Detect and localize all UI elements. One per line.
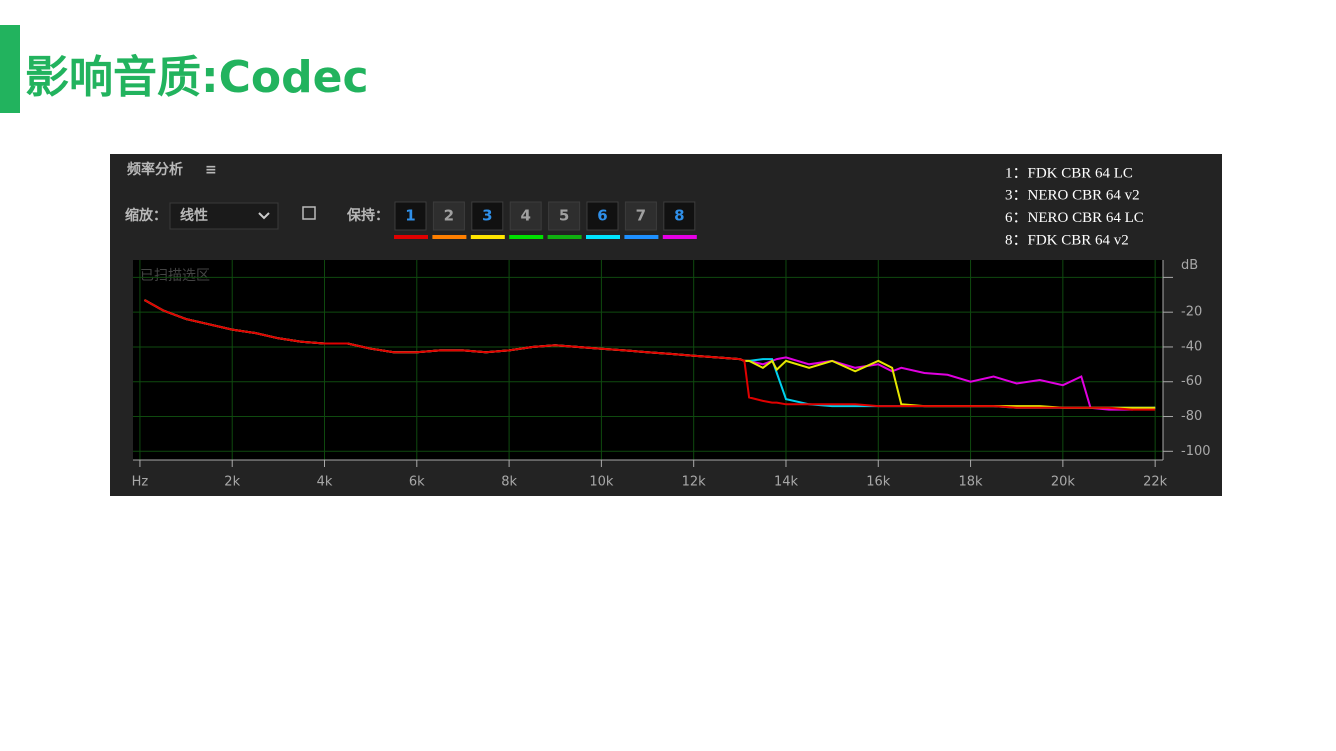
zoom-dropdown[interactable]: [169, 202, 279, 230]
series-line: [144, 299, 1156, 411]
hold-color: [547, 235, 582, 239]
accent-bar: [0, 25, 20, 113]
hold-button-label: 7: [636, 207, 646, 225]
x-tick-label: 10k: [589, 475, 614, 490]
hold-color: [509, 235, 544, 239]
hold-color: [394, 235, 428, 239]
hold-button[interactable]: [432, 201, 465, 231]
y-tick-label: -20: [1181, 305, 1202, 320]
x-tick-label: 8k: [501, 475, 517, 490]
x-tick-label: 2k: [224, 475, 240, 490]
zoom-value: 线性: [180, 207, 208, 224]
hold-button[interactable]: [548, 201, 581, 231]
hold-button-label: 5: [559, 207, 569, 225]
scanned-label: 已扫描选区: [140, 268, 210, 284]
x-tick-label: 18k: [959, 475, 984, 490]
hold-button-label: 1: [405, 207, 415, 225]
y-tick-label: -80: [1181, 409, 1202, 424]
hold-label: 保持：: [346, 207, 389, 224]
hold-color: [586, 235, 620, 239]
x-tick-label: 12k: [682, 475, 707, 490]
x-tick-label: 20k: [1051, 475, 1076, 490]
hold-color: [662, 235, 697, 239]
hold-button-label: 2: [444, 207, 454, 225]
x-tick-label: 16k: [866, 475, 891, 490]
x-tick-label: 22k: [1143, 475, 1168, 490]
hold-button-label: 6: [597, 207, 607, 225]
y-tick-label: dB: [1181, 258, 1198, 273]
dropdown-arrow: [258, 212, 270, 220]
hold-button[interactable]: [586, 201, 619, 231]
hold-button[interactable]: [394, 201, 427, 231]
y-tick-label: -100: [1181, 444, 1211, 459]
hold-button[interactable]: [663, 201, 696, 231]
hold-button[interactable]: [509, 201, 542, 231]
x-tick-label: 4k: [317, 475, 333, 490]
x-tick-label: Hz: [132, 475, 149, 490]
legend-entry: 8：FDK CBR 64 v2: [1005, 232, 1129, 248]
x-tick-label: 6k: [409, 475, 425, 490]
y-tick-label: -40: [1181, 339, 1202, 354]
legend-entry: 6：NERO CBR 64 LC: [1005, 210, 1144, 226]
x-tick-label: 14k: [774, 475, 799, 490]
zoom-label: 缩放：: [125, 207, 167, 224]
hold-button-label: 3: [482, 207, 492, 225]
hold-button[interactable]: [624, 201, 657, 231]
hold-button-label: 4: [520, 207, 530, 225]
hold-button-label: 8: [674, 207, 684, 225]
hold-color: [432, 235, 467, 239]
legend-entry: 1：FDK CBR 64 LC: [1005, 165, 1133, 181]
panel-title: 频率分析: [127, 161, 183, 178]
hold-color: [470, 235, 505, 239]
hold-button[interactable]: [471, 201, 504, 231]
menu-icon[interactable]: ≡: [205, 162, 217, 178]
hold-color: [624, 235, 659, 239]
slide-title: 影响音质:Codec: [25, 52, 369, 103]
select-icon[interactable]: [302, 206, 316, 220]
plot-area: [133, 260, 1163, 460]
y-tick-label: -60: [1181, 374, 1202, 389]
legend-entry: 3：NERO CBR 64 v2: [1005, 188, 1140, 204]
